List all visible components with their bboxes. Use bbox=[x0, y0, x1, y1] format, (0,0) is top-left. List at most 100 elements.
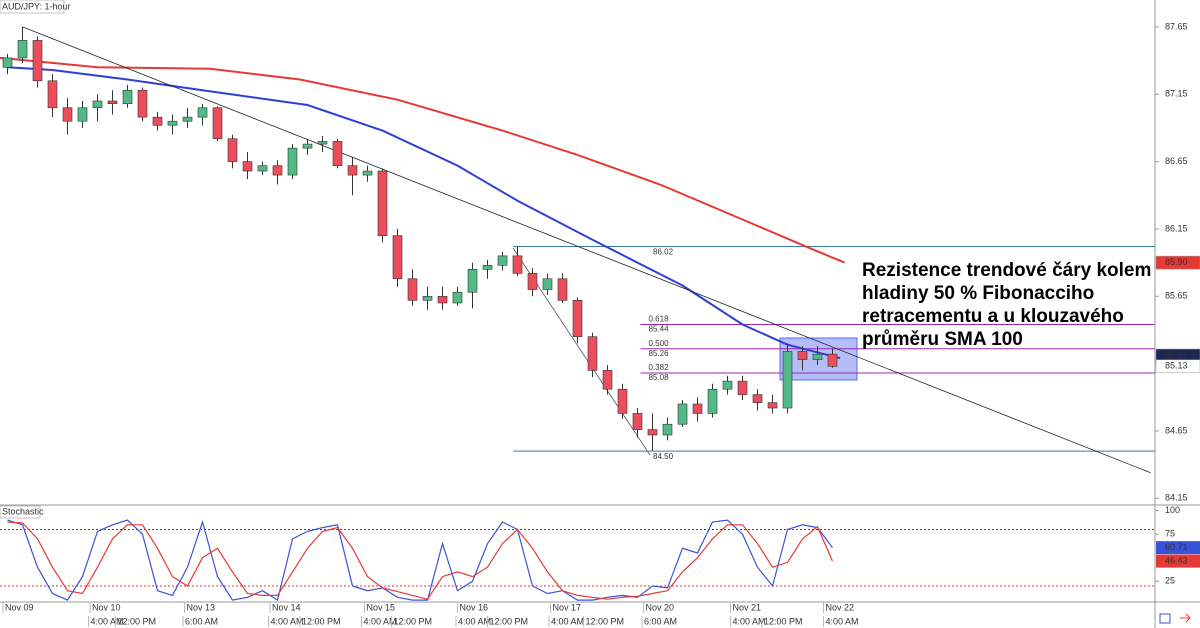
moving-average bbox=[7, 66, 841, 360]
x-tick-label: 6:00 AM bbox=[185, 616, 218, 626]
candle-body bbox=[167, 120, 178, 126]
stochastic-line bbox=[7, 519, 833, 602]
x-tick-label: 6:00 AM bbox=[644, 616, 677, 626]
value-tag-label: 60.71 bbox=[1165, 542, 1188, 552]
candle-body bbox=[812, 353, 823, 360]
y-tick-label: 84.65 bbox=[1165, 425, 1188, 435]
candle-body bbox=[92, 100, 103, 109]
x-tick-label: 4:00 AM bbox=[364, 616, 397, 626]
x-tick-label: 4:00 AM bbox=[733, 616, 766, 626]
icon[interactable] bbox=[1180, 613, 1191, 623]
candle-body bbox=[347, 165, 358, 176]
x-tick-label: 12:00 PM bbox=[586, 616, 625, 626]
x-tick-label: 4:00 AM bbox=[458, 616, 491, 626]
fib-price: 85.08 bbox=[649, 373, 670, 382]
annotation: hladiny 50 % Fibonacciho bbox=[862, 283, 1094, 304]
x-tick-label: 4:00 AM bbox=[91, 616, 124, 626]
candle-body bbox=[782, 351, 793, 409]
chart-title: AUD/JPY: 1-hour bbox=[2, 1, 71, 11]
candle-body bbox=[332, 141, 343, 166]
value-tag bbox=[1156, 554, 1200, 568]
x-tick-label: Nov 14 bbox=[272, 602, 301, 612]
candle-body bbox=[497, 255, 508, 266]
candle-body bbox=[827, 353, 838, 367]
candle-body bbox=[227, 138, 238, 162]
candle-body bbox=[692, 403, 703, 414]
candle-body bbox=[542, 278, 553, 290]
candle-body bbox=[122, 89, 133, 104]
candle-body bbox=[212, 107, 223, 140]
x-tick-label: Nov 22 bbox=[826, 602, 855, 612]
candle-body bbox=[707, 388, 718, 414]
annotation: retracementu a u klouzavého bbox=[862, 306, 1124, 327]
candle-body bbox=[377, 170, 388, 236]
candle-body bbox=[407, 278, 418, 301]
y-tick-label: 86.65 bbox=[1165, 156, 1188, 166]
candle-body bbox=[662, 423, 673, 436]
candle-body bbox=[152, 116, 163, 126]
y-tick-label: 25 bbox=[1165, 576, 1175, 586]
candle-body bbox=[302, 143, 313, 149]
candle-body bbox=[797, 351, 808, 360]
fib-price: 85.44 bbox=[649, 325, 670, 334]
y-tick-label: 86.15 bbox=[1165, 223, 1188, 233]
price-tag bbox=[1155, 255, 1200, 270]
x-tick-label: 12:00 PM bbox=[490, 616, 529, 626]
fib-ratio: 0.382 bbox=[649, 363, 670, 372]
value-tag-label: 46.43 bbox=[1165, 555, 1188, 565]
candle-body bbox=[677, 403, 688, 425]
x-tick-label: 12:00 PM bbox=[394, 616, 433, 626]
candle-body bbox=[47, 80, 58, 109]
candle-body bbox=[32, 40, 43, 82]
fib-ratio: 0.618 bbox=[649, 315, 670, 324]
y-tick-label: 100 bbox=[1165, 505, 1180, 515]
x-tick-label: Nov 09 bbox=[5, 602, 34, 612]
candle-body bbox=[572, 300, 583, 337]
x-tick-label: Nov 17 bbox=[553, 602, 582, 612]
x-tick-label: 12:00 PM bbox=[118, 616, 157, 626]
y-tick-label: 87.15 bbox=[1165, 89, 1188, 99]
x-tick-label: Nov 13 bbox=[187, 602, 216, 612]
price-tag bbox=[1155, 359, 1200, 374]
price-tag-label: 85.21 bbox=[1165, 350, 1188, 360]
candle-body bbox=[362, 170, 373, 176]
y-tick-label: 75 bbox=[1165, 529, 1175, 539]
x-tick-label: Nov 21 bbox=[733, 602, 762, 612]
candle-body bbox=[17, 40, 28, 59]
candle-body bbox=[197, 107, 208, 118]
candle-body bbox=[437, 295, 448, 304]
candle-body bbox=[137, 89, 148, 118]
panel-title: Stochastic bbox=[2, 506, 44, 516]
candle-body bbox=[287, 147, 298, 176]
candle-body bbox=[482, 264, 493, 270]
fib-price: 85.26 bbox=[649, 349, 670, 358]
candle-body bbox=[737, 380, 748, 395]
title-box bbox=[0, 505, 41, 519]
candle-body bbox=[257, 165, 268, 172]
candle-body bbox=[752, 394, 763, 403]
value-tag bbox=[1156, 541, 1200, 555]
x-tick-label: 4:00 AM bbox=[551, 616, 584, 626]
candle-body bbox=[512, 255, 523, 274]
x-tick-label: Nov 20 bbox=[646, 602, 675, 612]
candle-body bbox=[392, 235, 403, 280]
candle-body bbox=[617, 388, 628, 414]
icon[interactable] bbox=[1159, 613, 1171, 624]
x-tick-label: 4:00 AM bbox=[271, 616, 304, 626]
fib-price: 86.02 bbox=[653, 248, 674, 257]
x-tick-label: 12:00 PM bbox=[302, 616, 341, 626]
candle-body bbox=[527, 273, 538, 290]
annotation: Rezistence trendové čáry kolem bbox=[862, 260, 1151, 281]
candle-body bbox=[242, 161, 253, 172]
candle-body bbox=[467, 269, 478, 293]
annotation: průměru SMA 100 bbox=[862, 329, 1023, 350]
fib-ratio: 0.500 bbox=[649, 339, 670, 348]
candle-body bbox=[422, 295, 433, 301]
x-tick-label: Nov 10 bbox=[92, 602, 121, 612]
candle-body bbox=[452, 291, 463, 304]
moving-average bbox=[0, 56, 845, 264]
candle-body bbox=[722, 380, 733, 390]
candle-body bbox=[767, 402, 778, 409]
